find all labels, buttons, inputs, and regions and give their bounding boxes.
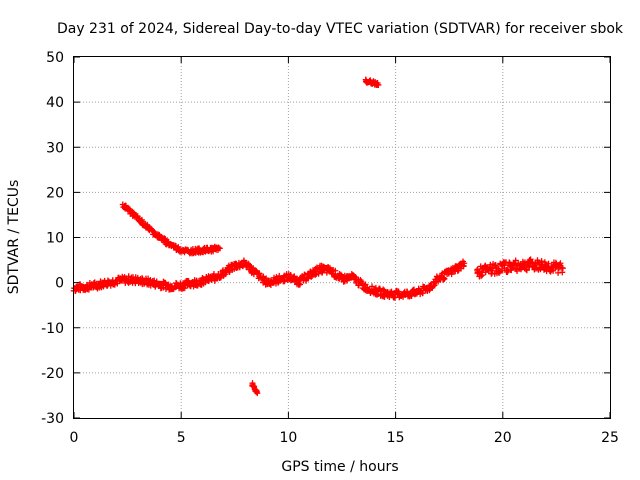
y-tick-label: 40 (46, 95, 64, 111)
late-segment-point (529, 259, 536, 266)
main-trace-point (395, 288, 402, 295)
late-segment-point (489, 267, 496, 274)
main-trace-point (244, 260, 251, 267)
y-tick-labels: -30 -20 -10 0 10 20 30 40 50 (41, 50, 64, 427)
x-tick-label: 25 (601, 430, 619, 446)
y-tick-label: -10 (41, 321, 64, 337)
low-outlier-point (254, 390, 261, 397)
x-tick-labels: 0 5 10 15 20 25 (70, 430, 619, 446)
y-tick-label: -30 (41, 411, 64, 427)
main-trace-point (326, 264, 333, 271)
late-segment-point (559, 265, 566, 272)
y-tick-label: 10 (46, 231, 64, 247)
late-segment-point (545, 260, 552, 267)
main-trace-point (181, 285, 188, 292)
y-tick-label: 50 (46, 50, 64, 66)
late-segment-point (538, 258, 545, 265)
data-points (70, 76, 566, 397)
x-tick-label: 20 (494, 430, 512, 446)
grid (74, 57, 610, 418)
y-axis-label: SDTVAR / TECUs (6, 180, 22, 295)
late-segment-point (550, 267, 557, 274)
main-trace-point (441, 275, 448, 282)
late-segment-point (556, 261, 563, 268)
main-trace-point (419, 290, 426, 297)
y-tick-label: 0 (55, 276, 64, 292)
main-trace-point (431, 282, 438, 289)
x-tick-label: 5 (177, 430, 186, 446)
descending-arc-point (216, 245, 223, 252)
main-trace-point (460, 263, 467, 270)
plot-frame (73, 56, 611, 419)
main-trace-point (301, 271, 308, 278)
late-segment-point (479, 272, 486, 279)
main-trace-point (281, 278, 288, 285)
x-tick-label: 10 (279, 430, 297, 446)
y-tick-label: -20 (41, 366, 64, 382)
high-outlier-point (375, 81, 382, 88)
main-trace-point (372, 287, 379, 294)
main-trace-point (461, 260, 468, 267)
x-tick-label: 15 (387, 430, 405, 446)
late-segment-point (478, 273, 485, 280)
main-trace-point (332, 267, 339, 274)
late-segment-point (557, 260, 564, 267)
x-tick-label: 0 (70, 430, 79, 446)
y-tick-label: 20 (46, 185, 64, 201)
main-trace-point (343, 277, 350, 284)
late-segment-point (511, 261, 518, 268)
descending-arc-point (215, 244, 222, 251)
y-tick-label: 30 (46, 140, 64, 156)
chart-title: Day 231 of 2024, Sidereal Day-to-day VTE… (57, 21, 624, 37)
late-segment-point (523, 267, 530, 274)
x-axis-label: GPS time / hours (281, 459, 398, 475)
